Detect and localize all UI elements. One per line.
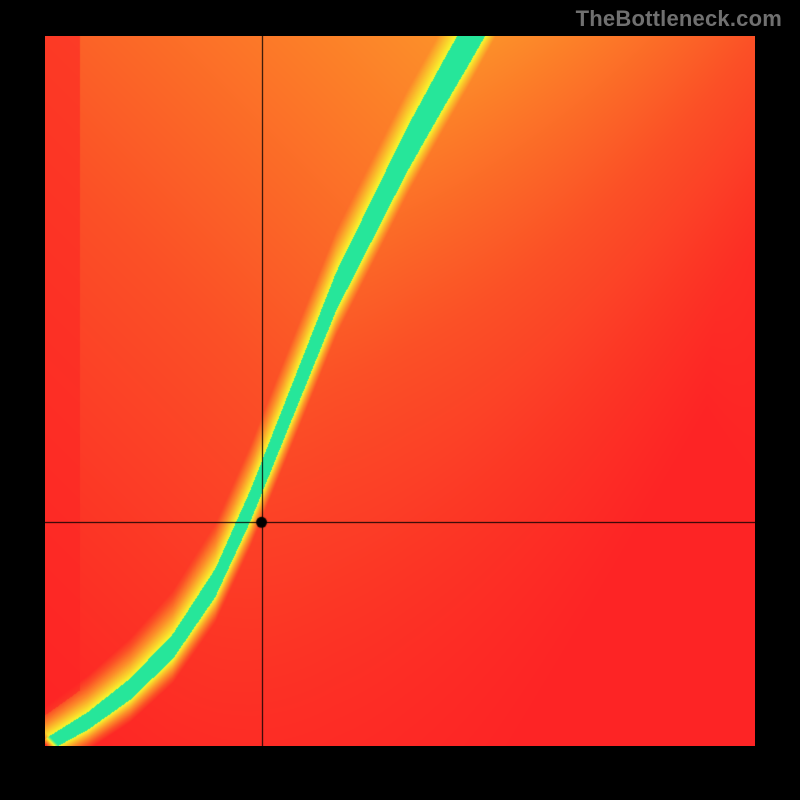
- figure-root: TheBottleneck.com: [0, 0, 800, 800]
- watermark-text: TheBottleneck.com: [576, 6, 782, 32]
- heatmap-canvas: [45, 36, 755, 746]
